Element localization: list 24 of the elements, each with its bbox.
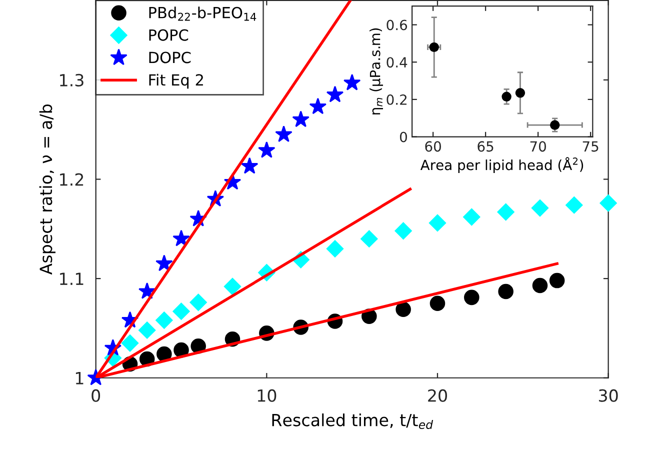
x-axis-title: Area per lipid head (Å$^{2}$) [420, 157, 584, 173]
legend-label: Fit Eq 2 [149, 74, 203, 89]
y-tick-label: 0.2 [386, 94, 407, 105]
x-tick-label: 30 [598, 389, 618, 402]
x-axis-title: Rescaled time, t/t$_{ed}$ [272, 413, 434, 430]
x-tick-label: 75 [582, 141, 598, 152]
y-tick-label: 0.6 [386, 20, 408, 30]
y-axis-title: Aspect ratio, ν = a/b [39, 104, 56, 275]
x-tick-label: 10 [258, 389, 276, 402]
x-tick-label: 20 [428, 389, 447, 402]
y-tick-label: 1 [76, 372, 84, 384]
y-tick-label: 0.4 [386, 57, 408, 68]
x-tick-label: 0 [92, 389, 100, 402]
y-tick-label: 1.3 [60, 74, 84, 86]
y-axis-title: η$_{m}$ (μPa.s.m) [370, 28, 383, 114]
x-tick-label: 65 [478, 141, 494, 152]
y-tick-label: 1.1 [60, 272, 84, 285]
legend-label: PBd$_{22}$-b-PEO$_{14}$ [149, 6, 256, 21]
legend-label: POPC [149, 29, 188, 41]
x-tick-label: 70 [530, 141, 546, 152]
legend-label: DOPC [149, 52, 191, 64]
y-tick-label: 1.2 [60, 173, 84, 186]
x-tick-label: 60 [425, 141, 441, 152]
y-tick-label: 0 [400, 132, 407, 142]
